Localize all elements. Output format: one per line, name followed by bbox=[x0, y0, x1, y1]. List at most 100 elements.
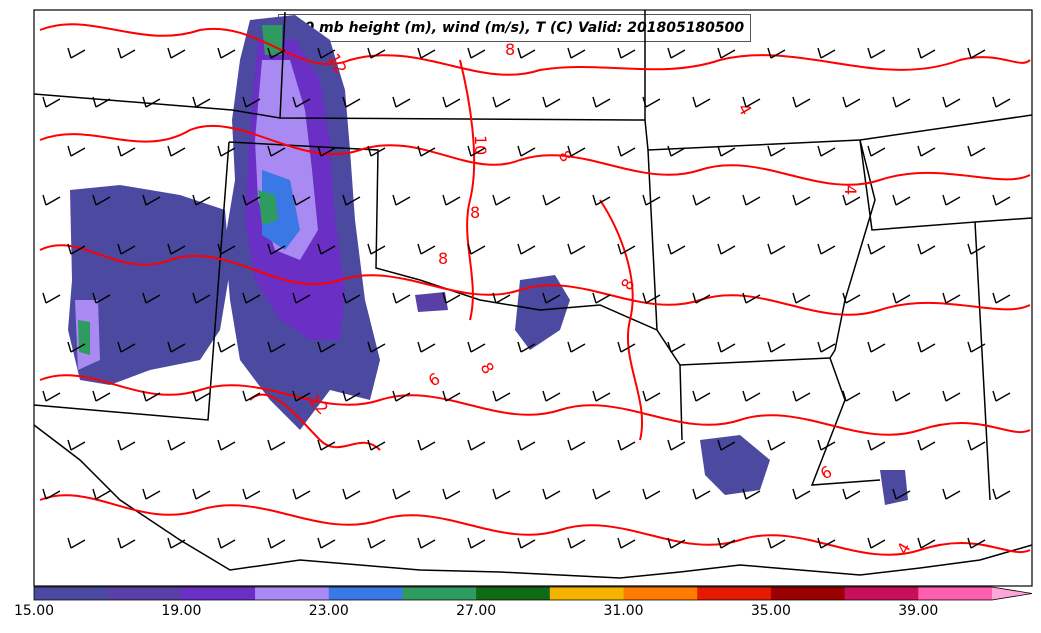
wind-barb bbox=[617, 47, 636, 59]
shaded-regions bbox=[68, 15, 908, 505]
wind-barb bbox=[417, 439, 436, 451]
border-line bbox=[829, 139, 876, 359]
wind-barb bbox=[67, 145, 86, 157]
wind-barb bbox=[142, 488, 161, 500]
colorbar-segment bbox=[107, 587, 182, 600]
colorbar-segment bbox=[476, 587, 551, 600]
colorbar-tick-label: 23.00 bbox=[308, 603, 349, 619]
wind-barb bbox=[842, 292, 861, 304]
shaded-area-west-core bbox=[78, 320, 90, 355]
wind-barb bbox=[92, 488, 111, 500]
wind-barb bbox=[542, 292, 561, 304]
wind-barb bbox=[642, 488, 661, 500]
wind-barb bbox=[517, 243, 536, 255]
wind-barb bbox=[617, 145, 636, 157]
wind-barb bbox=[442, 194, 461, 206]
wind-barb bbox=[817, 537, 836, 549]
wind-barb bbox=[767, 341, 786, 353]
wind-barb bbox=[292, 292, 311, 304]
wind-barb bbox=[317, 537, 336, 549]
wind-barb bbox=[617, 341, 636, 353]
wind-barb bbox=[192, 488, 211, 500]
wind-barb bbox=[742, 292, 761, 304]
colorbar-segment bbox=[549, 587, 625, 600]
contour-label: 8 bbox=[555, 147, 577, 165]
wind-barb bbox=[367, 439, 386, 451]
wind-barb bbox=[617, 439, 636, 451]
shaded-area-west bbox=[68, 185, 230, 385]
wind-barb bbox=[792, 96, 811, 108]
wind-barb bbox=[667, 341, 686, 353]
wind-barb bbox=[942, 194, 961, 206]
wind-barb bbox=[142, 96, 161, 108]
wind-barb bbox=[917, 341, 936, 353]
wind-barb bbox=[317, 439, 336, 451]
wind-barb bbox=[967, 243, 986, 255]
wind-barb bbox=[67, 439, 86, 451]
contour-label: 8 bbox=[505, 40, 515, 59]
wind-barb bbox=[817, 243, 836, 255]
wind-barb bbox=[567, 47, 586, 59]
wind-barb bbox=[692, 292, 711, 304]
colorbar-segment bbox=[918, 587, 993, 600]
wind-barb bbox=[442, 390, 461, 402]
wind-barb bbox=[117, 341, 136, 353]
wind-barb bbox=[417, 537, 436, 549]
wind-barb bbox=[217, 145, 236, 157]
wind-barb bbox=[242, 194, 261, 206]
wind-barb bbox=[792, 194, 811, 206]
wind-barb bbox=[667, 243, 686, 255]
colorbar-segment bbox=[328, 587, 403, 600]
wind-barb bbox=[817, 439, 836, 451]
wind-barb bbox=[892, 194, 911, 206]
wind-barb bbox=[342, 390, 361, 402]
wind-barb bbox=[442, 96, 461, 108]
wind-barb bbox=[242, 488, 261, 500]
wind-barb bbox=[367, 537, 386, 549]
wind-barb bbox=[717, 439, 736, 451]
wind-barb bbox=[267, 439, 286, 451]
wind-barb bbox=[67, 243, 86, 255]
wind-barb bbox=[617, 243, 636, 255]
wind-barb bbox=[767, 439, 786, 451]
wind-barb bbox=[542, 488, 561, 500]
contour-label: 6 bbox=[817, 462, 835, 484]
wind-barb bbox=[867, 145, 886, 157]
wind-barb bbox=[192, 390, 211, 402]
wind-barb bbox=[742, 194, 761, 206]
wind-barb bbox=[592, 488, 611, 500]
wind-barb bbox=[517, 341, 536, 353]
contour-line bbox=[459, 59, 476, 321]
wind-barb bbox=[342, 488, 361, 500]
wind-barb bbox=[142, 292, 161, 304]
wind-barb bbox=[842, 96, 861, 108]
wind-barb bbox=[92, 292, 111, 304]
contour-line bbox=[39, 23, 1031, 76]
wind-barb bbox=[342, 194, 361, 206]
border-line bbox=[859, 139, 991, 501]
colorbar-segment bbox=[34, 587, 109, 600]
wind-barb bbox=[542, 390, 561, 402]
wind-barb bbox=[917, 537, 936, 549]
wind-barb bbox=[642, 194, 661, 206]
wind-barb bbox=[567, 243, 586, 255]
wind-barb bbox=[342, 96, 361, 108]
wind-barb bbox=[642, 292, 661, 304]
wind-barb bbox=[517, 439, 536, 451]
wind-barb bbox=[117, 439, 136, 451]
wind-barb bbox=[317, 243, 336, 255]
wind-barb bbox=[267, 243, 286, 255]
colorbar-segment bbox=[402, 587, 477, 600]
wind-barb bbox=[67, 537, 86, 549]
wind-barb bbox=[892, 390, 911, 402]
wind-barb bbox=[217, 47, 236, 59]
wind-barb bbox=[992, 194, 1011, 206]
wind-barb bbox=[517, 47, 536, 59]
wind-barb bbox=[892, 96, 911, 108]
wind-barb bbox=[592, 390, 611, 402]
wind-barb bbox=[817, 341, 836, 353]
wind-barb bbox=[967, 341, 986, 353]
colorbar-tick-label: 35.00 bbox=[750, 603, 791, 619]
